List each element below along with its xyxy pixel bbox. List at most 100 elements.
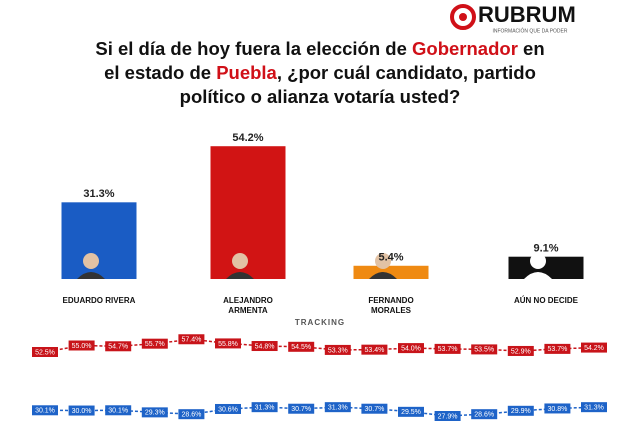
tracking-label: 31.3%: [328, 405, 348, 412]
tracking-point: [398, 406, 424, 417]
tracking-point: [215, 338, 241, 349]
tracking-label: 30.6%: [218, 406, 238, 413]
category-label: ALEJANDRO ARMENTA: [223, 296, 273, 315]
photo-body: [524, 272, 552, 279]
title-segment: , ¿por cuál candidato, partido: [277, 62, 536, 83]
logo-ring: [450, 4, 476, 30]
tracking-label: 54.2%: [584, 345, 604, 352]
tracking-point: [105, 341, 132, 352]
tracking-label: 30.7%: [364, 406, 384, 413]
tracking-label: 53.7%: [547, 346, 567, 353]
photo-head: [83, 253, 99, 269]
tracking-label: 30.8%: [547, 406, 567, 413]
title-segment: en: [518, 38, 545, 59]
tracking-point: [251, 402, 278, 413]
tracking-point: [507, 405, 534, 416]
title-segment: Gobernador: [412, 38, 518, 59]
category-label: EDUARDO RIVERA: [62, 296, 136, 305]
tracking-point: [507, 345, 534, 356]
bar: [353, 265, 429, 279]
tracking-point: [288, 341, 315, 352]
tracking-point: [32, 347, 58, 357]
tracking-point: [324, 402, 351, 413]
tracking-point: [324, 344, 351, 355]
tracking-point: [141, 407, 168, 418]
tracking-label: 53.7%: [438, 346, 458, 353]
tracking-label: 54.7%: [108, 344, 128, 351]
tracking-label: 55.7%: [145, 341, 165, 348]
category-label: FERNANDO MORALES: [368, 296, 414, 315]
tracking-label: 52.5%: [35, 349, 55, 356]
tracking-label: 29.3%: [145, 410, 165, 417]
tracking-point: [361, 344, 388, 355]
value-label: 9.1%: [533, 243, 558, 255]
title-segment: Puebla: [216, 62, 277, 83]
tracking-point: [215, 403, 241, 414]
tracking-point: [68, 405, 95, 416]
tracking-point: [398, 343, 424, 354]
tracking-label: 31.3%: [584, 405, 604, 412]
tracking-point: [544, 343, 571, 354]
title-line: el estado de Puebla, ¿por cuál candidato…: [104, 62, 536, 83]
tracking-label: 31.3%: [255, 405, 275, 412]
tracking-label: 53.5%: [474, 347, 494, 354]
tracking-point: [105, 405, 132, 416]
photo-head: [375, 253, 391, 269]
tracking-point: [178, 334, 205, 345]
value-label: 5.4%: [378, 252, 403, 264]
tracking-label: 55.0%: [72, 343, 92, 350]
tracking-point: [68, 340, 95, 351]
tracking-point: [471, 344, 498, 355]
title-line: político o alianza votaría usted?: [180, 86, 461, 107]
tracking-line: [44, 406, 595, 417]
tracking-point: [288, 403, 315, 414]
tracking-point: [434, 411, 461, 421]
photo-body: [369, 272, 397, 279]
tracking-point: [581, 402, 607, 413]
bar: [61, 202, 137, 279]
bar: [210, 146, 286, 279]
tracking-label: 55.8%: [218, 341, 238, 348]
tagline: INFORMACIÓN QUE DA PODER: [492, 27, 567, 34]
bar: [508, 256, 584, 279]
tracking-label: 52.9%: [511, 348, 531, 355]
tracking-label: 57.4%: [181, 337, 201, 344]
tracking-point: [32, 405, 58, 416]
tracking-label: 54.5%: [291, 344, 311, 351]
tracking-label: 27.9%: [438, 413, 458, 420]
tracking-label: 29.5%: [401, 409, 421, 416]
brand: RUBRUM: [478, 2, 576, 27]
tracking-point: [251, 341, 278, 352]
photo-head: [232, 253, 248, 269]
tracking-point: [434, 343, 461, 354]
tracking-point: [471, 409, 498, 420]
photo-head: [530, 253, 546, 269]
logo-dot: [459, 13, 467, 21]
value-label: 54.2%: [232, 132, 263, 144]
tracking-label: 30.0%: [72, 408, 92, 415]
tracking-label: 28.6%: [181, 412, 201, 419]
tracking-label: 30.1%: [108, 408, 128, 415]
tracking-point: [178, 409, 205, 420]
title-segment: político o alianza votaría usted?: [180, 86, 461, 107]
tracking-title: TRACKING: [295, 318, 345, 327]
tracking-label: 29.9%: [511, 408, 531, 415]
tracking-label: 30.7%: [291, 406, 311, 413]
tracking-label: 28.6%: [474, 412, 494, 419]
tracking-label: 53.4%: [364, 347, 384, 354]
tracking-point: [581, 342, 607, 353]
title-line: Si el día de hoy fuera la elección de Go…: [95, 38, 544, 59]
tracking-label: 54.0%: [401, 345, 421, 352]
tracking-point: [361, 403, 388, 414]
tracking-point: [141, 338, 168, 349]
tracking-label: 53.3%: [328, 347, 348, 354]
value-label: 31.3%: [83, 188, 114, 200]
photo-body: [226, 272, 254, 279]
photo-body: [77, 272, 105, 279]
tracking-label: 54.8%: [255, 343, 275, 350]
tracking-line: [44, 338, 595, 353]
title-segment: el estado de: [104, 62, 216, 83]
title-segment: Si el día de hoy fuera la elección de: [95, 38, 412, 59]
